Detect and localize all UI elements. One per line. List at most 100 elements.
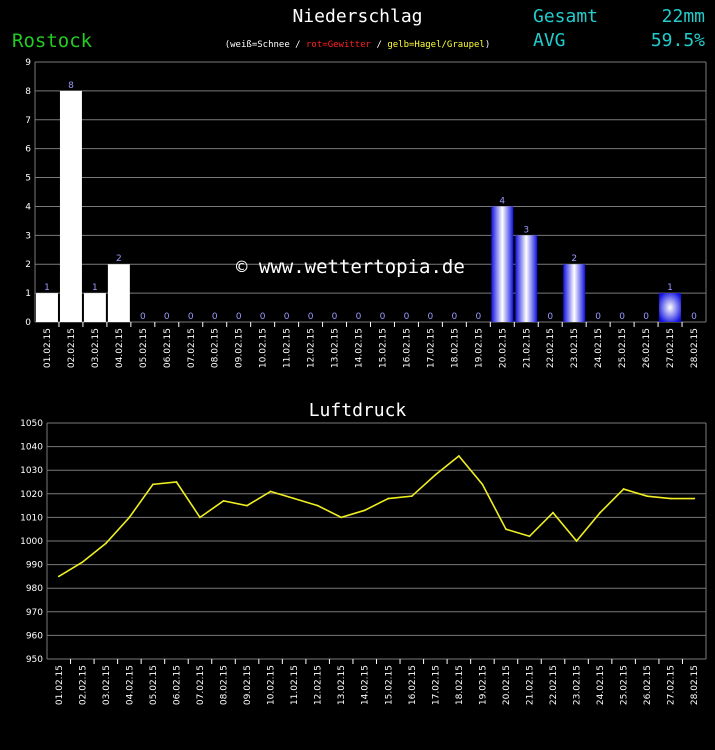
pressure-x-tick: 20.02.15	[502, 665, 512, 705]
legend-separator: /	[371, 40, 388, 50]
pressure-x-tick: 17.02.15	[431, 665, 441, 705]
precip-x-tick: 13.02.15	[331, 328, 341, 368]
precip-bar-label: 0	[619, 312, 625, 322]
pressure-point	[104, 542, 107, 545]
pressure-point	[410, 495, 413, 498]
precip-bar-label: 1	[667, 283, 673, 293]
pressure-point	[363, 509, 366, 512]
pressure-point	[505, 528, 507, 531]
pressure-x-tick: 21.02.15	[525, 665, 535, 705]
city-name: Rostock	[12, 30, 93, 52]
precip-y-tick: 5	[25, 174, 31, 184]
pressure-point	[528, 535, 531, 538]
precip-bar	[563, 264, 586, 322]
precip-bar-label: 0	[164, 312, 170, 322]
pressure-x-tick: 09.02.15	[243, 665, 253, 705]
pressure-y-tick: 970	[26, 608, 43, 618]
precip-x-tick: 11.02.15	[283, 328, 293, 368]
pressure-y-tick: 950	[26, 655, 43, 665]
precip-bar-label: 4	[499, 196, 505, 206]
precip-x-tick: 06.02.15	[163, 328, 173, 368]
precip-y-tick: 4	[25, 202, 31, 212]
precip-x-tick: 25.02.15	[618, 328, 628, 368]
precip-x-tick: 10.02.15	[259, 328, 269, 368]
precip-bar	[515, 235, 538, 322]
pressure-chart-title: Luftdruck	[308, 400, 407, 421]
pressure-point	[340, 516, 343, 519]
pressure-y-tick: 980	[26, 584, 43, 594]
precip-y-tick: 1	[25, 289, 31, 299]
precip-x-tick: 09.02.15	[235, 328, 245, 368]
precip-y-tick: 3	[25, 231, 31, 241]
pressure-x-tick: 04.02.15	[125, 665, 135, 705]
pressure-x-tick: 05.02.15	[149, 665, 159, 705]
color-legend: (weiß=Schnee / rot=Gewitter / gelb=Hagel…	[0, 40, 715, 50]
precip-x-tick: 05.02.15	[139, 328, 149, 368]
pressure-point	[575, 540, 578, 542]
pressure-x-tick: 10.02.15	[267, 665, 277, 705]
pressure-x-tick: 25.02.15	[620, 665, 630, 705]
precip-x-tick: 18.02.15	[450, 328, 460, 368]
pressure-y-tick: 1020	[20, 490, 43, 500]
precip-bar-label: 0	[356, 312, 362, 322]
chart-title: Niederschlag	[292, 6, 423, 27]
precip-bar	[83, 293, 106, 322]
precip-y-tick: 2	[25, 260, 31, 270]
pressure-y-tick: 1050	[20, 419, 43, 429]
legend-snow: weiß=Schnee	[230, 40, 290, 50]
legend-open: (	[224, 40, 231, 50]
precip-bar-label: 0	[188, 312, 194, 322]
pressure-x-tick: 16.02.15	[408, 665, 418, 705]
pressure-x-tick: 22.02.15	[549, 665, 559, 705]
precip-x-tick: 01.02.15	[43, 328, 53, 368]
pressure-y-tick: 960	[26, 631, 43, 641]
precip-bar-label: 0	[691, 312, 697, 322]
pressure-point	[316, 504, 319, 507]
pressure-point	[457, 455, 460, 457]
precip-x-tick: 26.02.15	[642, 328, 652, 368]
pressure-y-tick: 1030	[20, 466, 43, 476]
pressure-x-tick: 08.02.15	[220, 665, 230, 705]
precip-bar	[659, 293, 682, 322]
precip-bar-label: 0	[308, 312, 314, 322]
precip-y-tick: 7	[25, 116, 31, 126]
pressure-point	[387, 497, 390, 500]
pressure-point	[599, 511, 601, 514]
legend-thunderstorm: rot=Gewitter	[306, 40, 372, 50]
precip-x-tick: 08.02.15	[211, 328, 221, 368]
precip-bar-label: 0	[475, 312, 481, 322]
pressure-x-tick: 01.02.15	[55, 665, 65, 705]
precip-bar-label: 2	[571, 254, 577, 264]
watermark-text: © www.wettertopia.de	[236, 256, 465, 278]
pressure-x-tick: 26.02.15	[643, 665, 653, 705]
pressure-point	[646, 495, 649, 498]
precip-bar	[491, 206, 514, 322]
pressure-series-line	[58, 454, 695, 578]
precip-x-tick: 23.02.15	[570, 328, 580, 368]
pressure-x-tick: 19.02.15	[478, 665, 488, 705]
pressure-point	[81, 561, 84, 564]
precip-bar-label: 1	[44, 283, 50, 293]
pressure-point	[222, 499, 225, 502]
pressure-point	[57, 575, 60, 578]
precip-bar-label: 0	[404, 312, 410, 322]
precip-bar-label: 2	[116, 254, 122, 264]
pressure-point	[128, 516, 131, 519]
average-value: 59.5%	[650, 30, 705, 51]
precipitation-chart: 0 1 2 3 4 5 6 7 8 9 01.02.15 02.02.15 03.02.15 04.02.…	[25, 58, 707, 368]
pressure-point	[622, 488, 625, 490]
precip-y-tick: 6	[25, 145, 31, 155]
pressure-x-tick: 12.02.15	[314, 665, 324, 705]
precip-bar-label: 0	[212, 312, 218, 322]
precip-bar-label: 8	[68, 81, 74, 91]
pressure-point	[434, 474, 437, 476]
precip-bar-label: 0	[547, 312, 553, 322]
pressure-x-tick: 23.02.15	[573, 665, 583, 705]
precip-bar-label: 0	[595, 312, 601, 322]
pressure-x-tick: 06.02.15	[172, 665, 182, 705]
pressure-x-tick: 03.02.15	[102, 665, 112, 705]
pressure-x-tick: 13.02.15	[337, 665, 347, 705]
precip-x-tick: 27.02.15	[666, 328, 676, 368]
precip-x-tick: 15.02.15	[378, 328, 388, 368]
